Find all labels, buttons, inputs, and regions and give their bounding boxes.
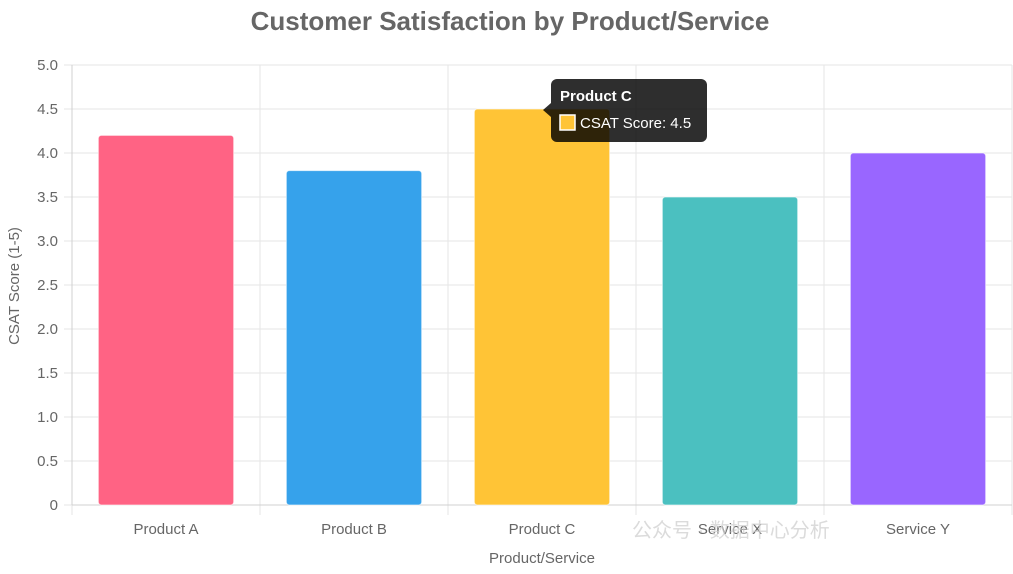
tooltip: Product C CSAT Score: 4.5 xyxy=(543,79,707,142)
x-axis-title: Product/Service xyxy=(489,550,595,567)
bar-service-x[interactable] xyxy=(661,196,799,506)
x-tick-label: Product A xyxy=(133,521,198,538)
y-tick-label: 0.5 xyxy=(37,453,58,470)
x-tick-label: Service X xyxy=(698,521,762,538)
bar-service-y[interactable] xyxy=(849,152,987,506)
y-tick-label: 2.0 xyxy=(37,321,58,338)
bar-product-b[interactable] xyxy=(285,170,423,506)
chart-title: Customer Satisfaction by Product/Service xyxy=(251,6,770,36)
bars xyxy=(97,108,987,506)
tooltip-caret xyxy=(543,103,551,117)
x-axis-ticks: Product A Product B Product C Service X Serv… xyxy=(133,521,949,538)
bar-product-c[interactable] xyxy=(473,108,611,506)
y-tick-label: 5.0 xyxy=(37,57,58,74)
x-tick-label: Product B xyxy=(321,521,387,538)
tooltip-title: Product C xyxy=(560,88,632,105)
watermark-text: 公众号 · 数据中心分析 xyxy=(632,519,830,542)
y-tick-label: 4.5 xyxy=(37,101,58,118)
tooltip-label: CSAT Score: 4.5 xyxy=(580,115,691,132)
y-axis-title: CSAT Score (1-5) xyxy=(6,227,23,345)
y-tick-label: 4.0 xyxy=(37,145,58,162)
y-tick-label: 1.5 xyxy=(37,365,58,382)
y-tick-label: 0 xyxy=(50,497,58,514)
y-tick-label: 3.5 xyxy=(37,189,58,206)
bar-product-a[interactable] xyxy=(97,134,235,506)
y-tick-label: 3.0 xyxy=(37,233,58,250)
x-tick-label: Service Y xyxy=(886,521,950,538)
tooltip-box xyxy=(551,79,707,142)
y-tick-label: 2.5 xyxy=(37,277,58,294)
y-tick-label: 1.0 xyxy=(37,409,58,426)
x-tick-label: Product C xyxy=(509,521,576,538)
tooltip-swatch xyxy=(559,114,576,131)
y-axis-ticks: 0 0.5 1.0 1.5 2.0 2.5 3.0 3.5 4.0 4.5 5.0 xyxy=(37,57,58,514)
